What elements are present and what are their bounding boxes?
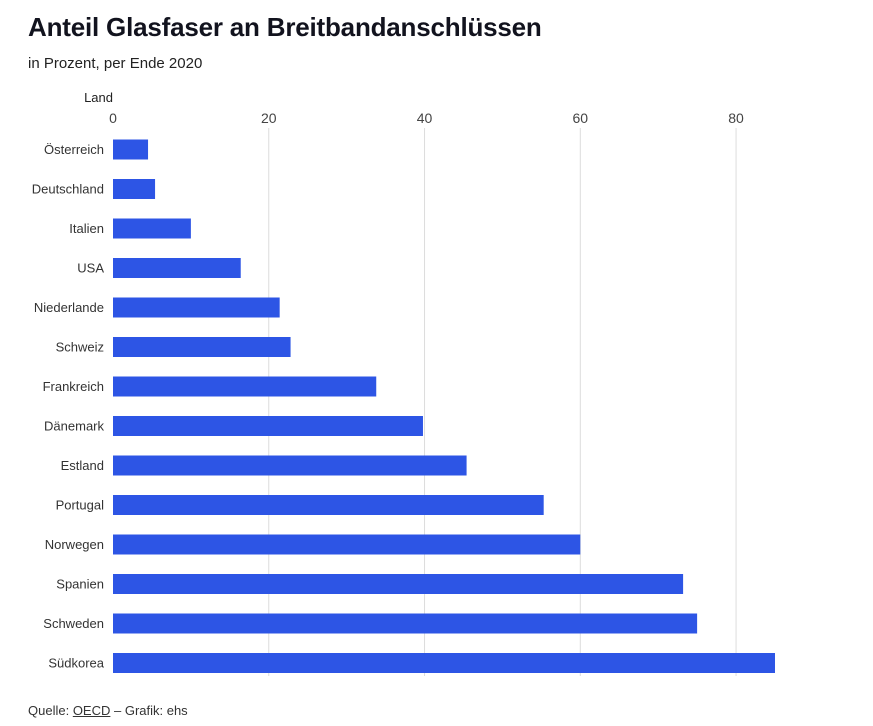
category-label: Südkorea (48, 656, 104, 671)
bar (113, 534, 581, 555)
bar (113, 376, 377, 397)
category-label: Deutschland (32, 182, 104, 197)
category-label: Dänemark (44, 419, 104, 434)
category-label: Portugal (56, 498, 105, 513)
source-prefix: Quelle: (28, 703, 73, 718)
category-label: Niederlande (34, 300, 104, 315)
bar (113, 613, 698, 634)
bar (113, 297, 280, 318)
category-label: Italien (69, 221, 104, 236)
chart-title: Anteil Glasfaser an Breitbandanschlüssen (28, 12, 542, 42)
bar (113, 574, 684, 594)
x-tick-label: 0 (109, 110, 117, 126)
category-label: Spanien (56, 577, 104, 592)
x-tick-label: 20 (261, 110, 277, 126)
bar (113, 455, 467, 476)
category-labels: Österreich Deutschland Italien USA Niederlan… (32, 142, 105, 671)
category-label: Schweden (43, 616, 104, 631)
category-label: Estland (61, 458, 104, 473)
bar (113, 495, 544, 515)
chart-subtitle: in Prozent, per Ende 2020 (28, 55, 203, 72)
x-tick-label: 40 (417, 110, 433, 126)
bar (113, 653, 775, 673)
bar-chart: 0 20 40 60 80 Land Österreich Deutschland Ital… (32, 90, 775, 676)
bar (113, 258, 241, 278)
category-label: Norwegen (45, 537, 104, 552)
bar (113, 139, 149, 160)
category-label: Österreich (44, 142, 104, 157)
source-link[interactable]: OECD (72, 703, 111, 718)
category-label: Schweiz (56, 340, 104, 355)
x-axis-ticks: 0 20 40 60 80 (109, 110, 744, 126)
x-tick-label: 80 (728, 110, 744, 126)
bars (113, 139, 775, 673)
source-suffix: – Grafik: ehs (110, 703, 188, 718)
category-label: Frankreich (43, 379, 104, 394)
source-note: Quelle: OECD – Grafik: ehs (28, 703, 188, 718)
category-axis-title: Land (84, 90, 113, 105)
bar (113, 337, 291, 357)
bar (113, 416, 423, 436)
bar (113, 218, 191, 239)
category-label: USA (77, 261, 104, 276)
bar (113, 179, 156, 199)
x-tick-label: 60 (573, 110, 589, 126)
